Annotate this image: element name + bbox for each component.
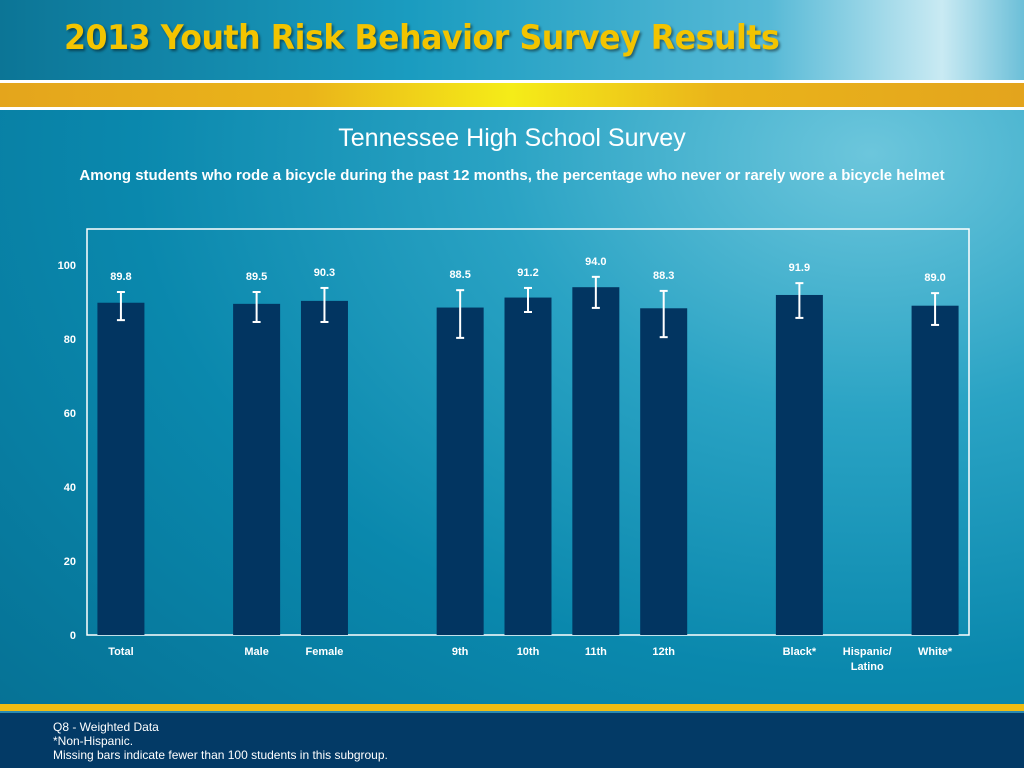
data-label: 94.0 — [585, 256, 606, 268]
bar — [775, 294, 823, 635]
y-tick-label: 0 — [70, 630, 76, 642]
bar — [504, 297, 552, 635]
x-tick-label: Female — [306, 646, 344, 658]
bar — [911, 305, 959, 635]
header-divider-bottom — [0, 107, 1024, 110]
header-banner: 2013 Youth Risk Behavior Survey Results — [0, 0, 1024, 80]
bar-chart: 0 20 40 60 80 100 89.8 Total 89.5 Male 90.3 Female 8… — [58, 256, 959, 673]
x-tick-label: Black* — [783, 646, 817, 658]
x-tick-label: Male — [244, 646, 268, 658]
x-tick-label: 10th — [517, 646, 540, 658]
footer-note-missing-bars: Missing bars indicate fewer than 100 stu… — [53, 748, 388, 762]
bar — [640, 308, 688, 635]
chart-title: Tennessee High School Survey — [338, 124, 686, 152]
x-tick-label: Hispanic/ — [843, 646, 892, 658]
footer-gold-stripe — [0, 704, 1024, 711]
footer: Q8 - Weighted Data *Non-Hispanic. Missin… — [0, 704, 1024, 768]
footer-note-nonhispanic: *Non-Hispanic. — [53, 734, 134, 748]
data-label: 91.9 — [789, 262, 810, 274]
data-label: 88.5 — [449, 269, 470, 281]
bar — [300, 300, 348, 635]
header-divider-top — [0, 80, 1024, 83]
x-tick-label: Latino — [851, 661, 884, 673]
data-label: 89.8 — [110, 271, 131, 283]
y-tick-label: 20 — [64, 556, 76, 568]
bar — [97, 302, 145, 635]
y-tick-label: 40 — [64, 482, 76, 494]
data-label: 91.2 — [517, 267, 538, 279]
bar — [233, 303, 281, 635]
x-tick-label: White* — [918, 646, 953, 658]
data-label: 88.3 — [653, 270, 674, 282]
y-tick-label: 80 — [64, 334, 76, 346]
y-tick-label: 60 — [64, 408, 76, 420]
data-label: 90.3 — [314, 267, 335, 279]
bar — [436, 307, 484, 635]
x-tick-label: 12th — [652, 646, 675, 658]
bar — [572, 287, 620, 635]
footer-notes: Q8 - Weighted Data *Non-Hispanic. Missin… — [53, 720, 388, 762]
footer-note-question: Q8 - Weighted Data — [53, 720, 159, 734]
data-label: 89.5 — [246, 271, 267, 283]
footer-divider — [0, 711, 1024, 713]
x-tick-label: Total — [108, 646, 133, 658]
data-label: 89.0 — [924, 272, 945, 284]
x-tick-label: 9th — [452, 646, 469, 658]
header-gold-stripe — [0, 83, 1024, 107]
page-title: 2013 Youth Risk Behavior Survey Results — [64, 18, 780, 58]
y-tick-label: 100 — [58, 260, 76, 272]
chart-subtitle: Among students who rode a bicycle during… — [79, 167, 945, 184]
x-tick-label: 11th — [585, 646, 607, 658]
